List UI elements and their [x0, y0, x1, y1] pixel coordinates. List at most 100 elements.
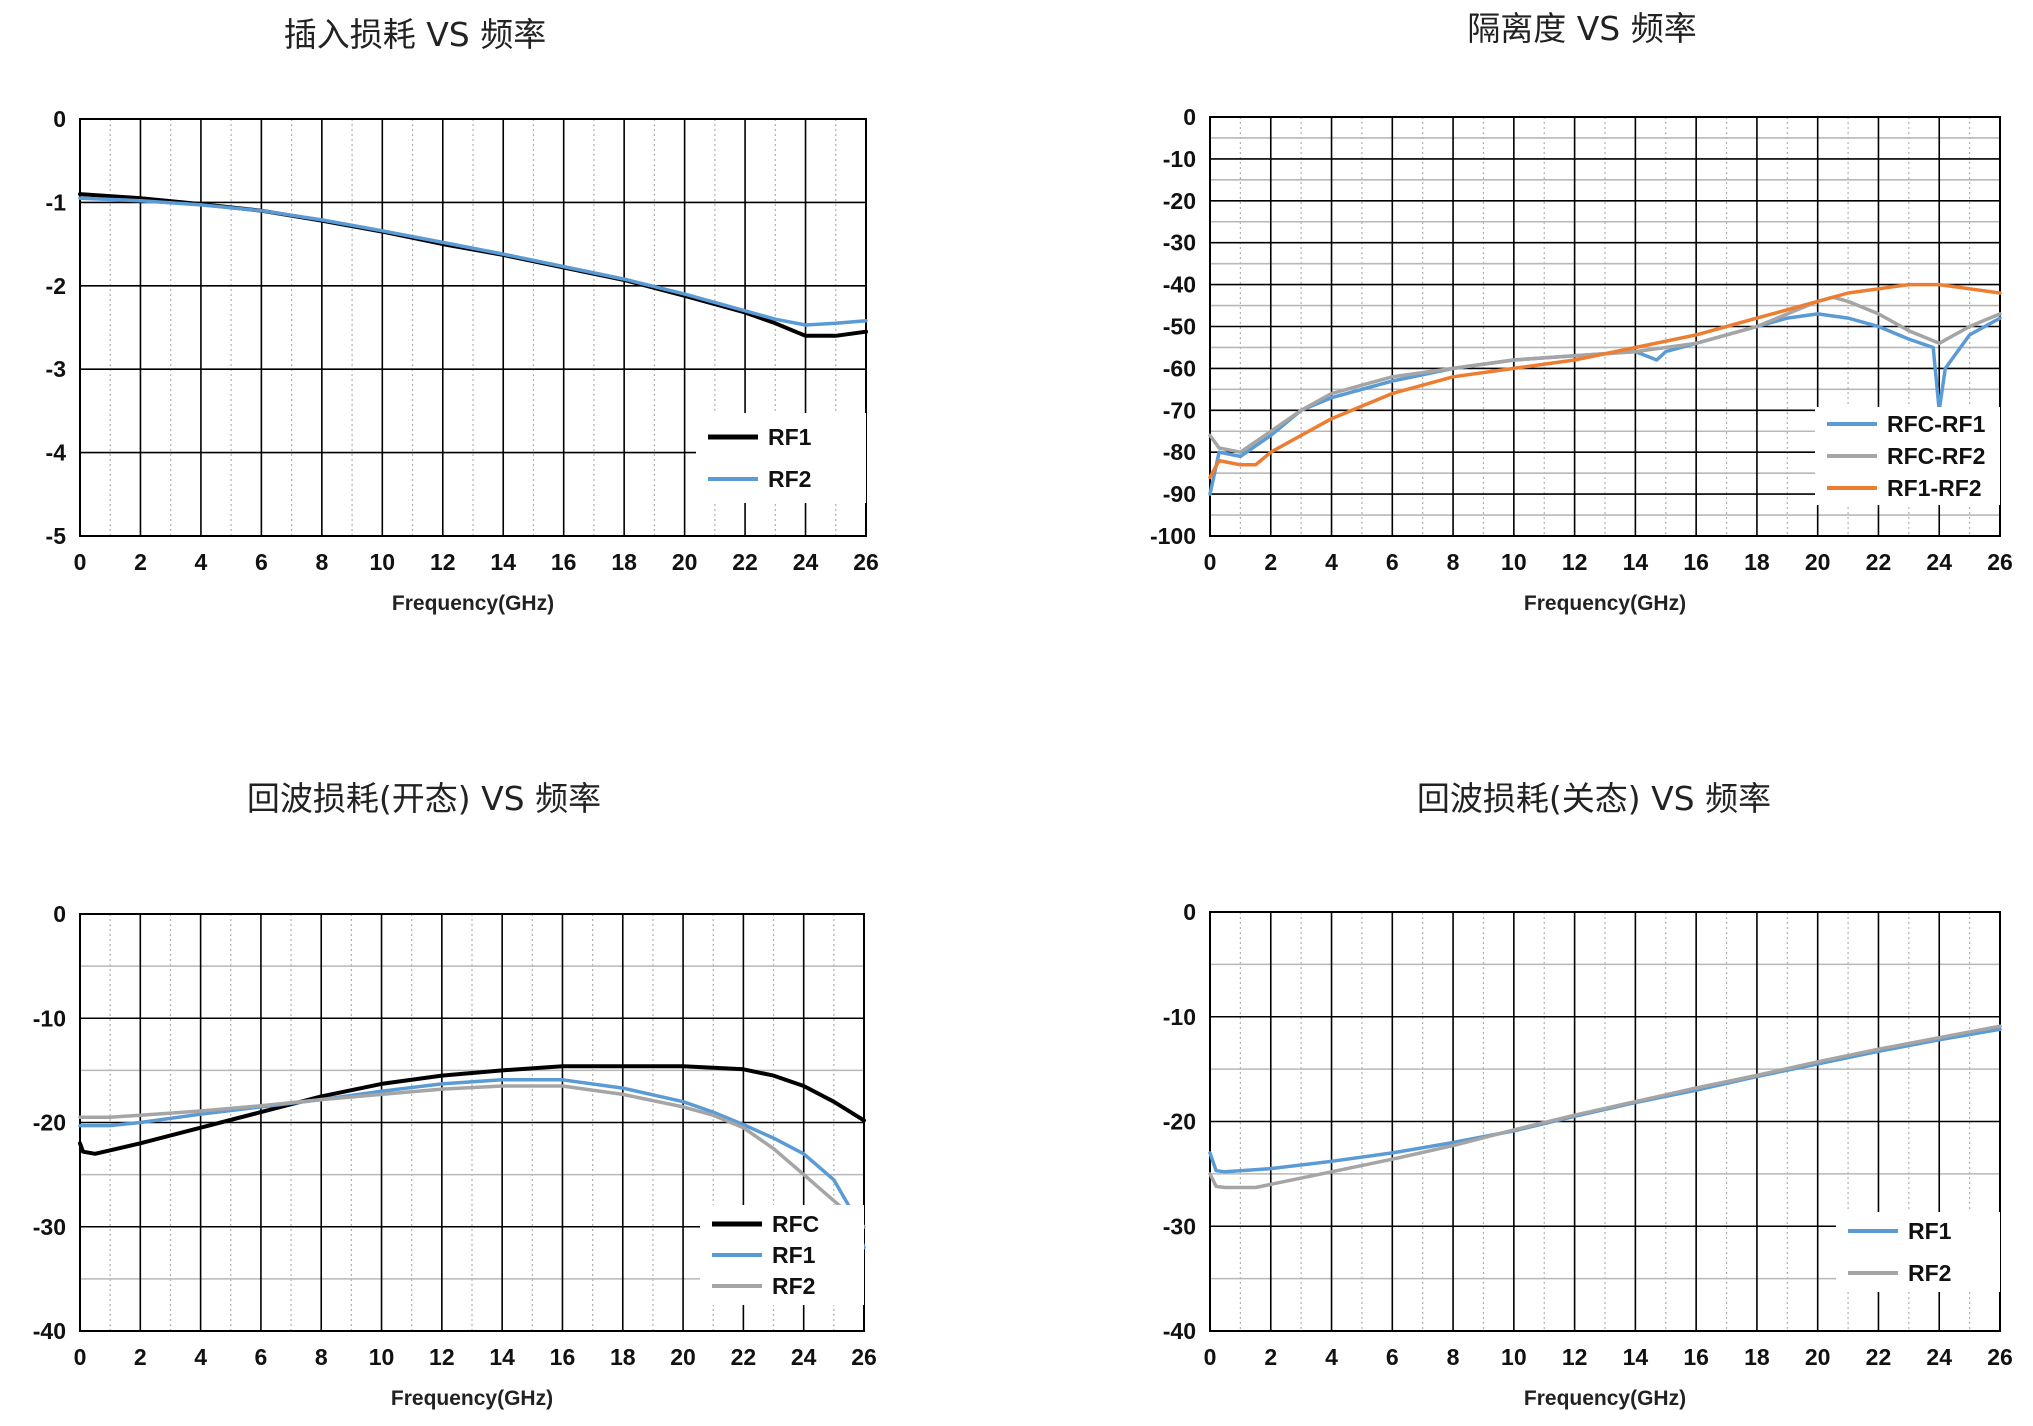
legend-label: RFC [772, 1211, 819, 1237]
x-tick-label: 0 [74, 1344, 87, 1370]
x-tick-label: 2 [134, 549, 147, 575]
legend-label: RF1-RF2 [1887, 475, 1982, 501]
x-tick-label: 2 [134, 1344, 147, 1370]
y-tick-label: 0 [53, 901, 66, 927]
y-tick-label: -40 [33, 1318, 66, 1344]
x-tick-label: 10 [370, 549, 396, 575]
chart-title: 隔离度 VS 频率 [1467, 9, 1697, 48]
y-tick-label: -30 [1163, 1213, 1196, 1239]
y-tick-label: -10 [1163, 146, 1196, 172]
chart-return-loss-on: 回波损耗(开态) VS 频率0 2 4 6 8 10 12 14 16 18 20 22 24 260-1… [33, 779, 877, 1410]
series-line-rf2 [1208, 1024, 2002, 1190]
x-tick-label: 10 [1501, 1344, 1527, 1370]
y-tick-label: -5 [46, 523, 67, 549]
series-line-rfc [78, 1064, 866, 1156]
legend-label: RFC-RF1 [1887, 411, 1986, 437]
x-tick-label: 18 [611, 549, 637, 575]
series-line-rf1 [78, 1078, 866, 1250]
y-tick-label: -3 [46, 356, 66, 382]
chart-return-loss-off: 回波损耗(关态) VS 频率0 2 4 6 8 10 12 14 16 18 20 22 24 260-1… [1163, 779, 2013, 1410]
y-tick-label: -40 [1163, 272, 1196, 298]
y-tick-label: -60 [1163, 355, 1196, 381]
y-tick-label: -100 [1150, 523, 1196, 549]
x-tick-label: 2 [1264, 549, 1277, 575]
x-tick-label: 4 [194, 1344, 207, 1370]
x-tick-label: 2 [1264, 1344, 1277, 1370]
x-tick-label: 18 [610, 1344, 636, 1370]
x-axis-label: Frequency(GHz) [1524, 1387, 1686, 1410]
y-tick-label: -90 [1163, 481, 1196, 507]
x-tick-label: 4 [195, 549, 208, 575]
legend-label: RF1 [768, 424, 812, 450]
series-line-rf2 [78, 196, 868, 327]
y-tick-label: -2 [46, 273, 66, 299]
x-tick-label: 22 [1866, 1344, 1892, 1370]
x-tick-label: 6 [255, 549, 268, 575]
x-tick-label: 20 [1805, 549, 1831, 575]
series-line-rfc-rf2 [1208, 295, 2002, 454]
x-tick-label: 26 [853, 549, 879, 575]
x-tick-label: 6 [1386, 549, 1399, 575]
x-tick-label: 24 [1926, 1344, 1952, 1370]
y-tick-label: -1 [46, 189, 67, 215]
plot-frame [79, 118, 867, 537]
x-tick-label: 20 [670, 1344, 696, 1370]
x-tick-label: 16 [551, 549, 577, 575]
x-tick-label: 16 [1683, 1344, 1709, 1370]
x-tick-label: 0 [1204, 549, 1217, 575]
x-tick-label: 10 [1501, 549, 1527, 575]
x-tick-label: 14 [1623, 1344, 1649, 1370]
x-tick-label: 4 [1325, 1344, 1338, 1370]
x-tick-label: 0 [74, 549, 87, 575]
y-tick-label: -30 [33, 1214, 66, 1240]
x-tick-label: 12 [429, 1344, 455, 1370]
legend-label: RF2 [1908, 1260, 1951, 1286]
series-line-rf2 [78, 1084, 866, 1229]
legend-label: RFC-RF2 [1887, 443, 1985, 469]
x-tick-label: 26 [1987, 549, 2013, 575]
y-tick-label: 0 [1183, 899, 1196, 925]
legend-label: RF2 [768, 466, 811, 492]
legend-label: RF1 [772, 1242, 816, 1268]
chart-title: 回波损耗(开态) VS 频率 [247, 779, 601, 818]
x-tick-label: 12 [430, 549, 456, 575]
chart-isolation: 隔离度 VS 频率0 2 4 6 8 10 12 14 16 18 20 22 24 260-10-20-… [1150, 9, 2013, 615]
x-tick-label: 8 [315, 549, 328, 575]
y-tick-label: 0 [53, 106, 66, 132]
plot-frame [1209, 116, 2001, 537]
x-tick-label: 16 [550, 1344, 576, 1370]
x-tick-label: 26 [1987, 1344, 2013, 1370]
x-axis-label: Frequency(GHz) [391, 1387, 553, 1410]
x-tick-label: 22 [1866, 549, 1892, 575]
y-tick-label: -40 [1163, 1318, 1196, 1344]
series-line-rf1-rf2 [1208, 282, 2002, 480]
x-tick-label: 18 [1744, 1344, 1770, 1370]
chart-title: 回波损耗(关态) VS 频率 [1417, 779, 1771, 818]
x-tick-label: 0 [1204, 1344, 1217, 1370]
x-tick-label: 8 [315, 1344, 328, 1370]
plot-frame [79, 913, 865, 1332]
chart-title: 插入损耗 VS 频率 [284, 15, 547, 54]
x-tick-label: 14 [1623, 549, 1649, 575]
y-tick-label: -4 [46, 440, 67, 466]
y-tick-label: -20 [1163, 188, 1196, 214]
legend-label: RF1 [1908, 1218, 1952, 1244]
x-axis-label: Frequency(GHz) [1524, 592, 1686, 615]
x-tick-label: 22 [731, 1344, 757, 1370]
y-tick-label: -10 [33, 1005, 66, 1031]
x-tick-label: 10 [369, 1344, 395, 1370]
x-tick-label: 14 [490, 549, 516, 575]
x-tick-label: 18 [1744, 549, 1770, 575]
x-tick-label: 8 [1447, 549, 1460, 575]
x-tick-label: 24 [793, 549, 819, 575]
x-tick-label: 24 [1926, 549, 1952, 575]
x-tick-label: 20 [672, 549, 698, 575]
legend-label: RF2 [772, 1273, 815, 1299]
y-tick-label: -20 [1163, 1109, 1196, 1135]
x-tick-label: 20 [1805, 1344, 1831, 1370]
y-tick-label: -70 [1163, 397, 1196, 423]
legend-box [1836, 1212, 2000, 1292]
chart-insertion-loss: 插入损耗 VS 频率0 2 4 6 8 10 12 14 16 18 20 22 24 260-1-2-3… [46, 15, 879, 615]
x-tick-label: 24 [791, 1344, 817, 1370]
